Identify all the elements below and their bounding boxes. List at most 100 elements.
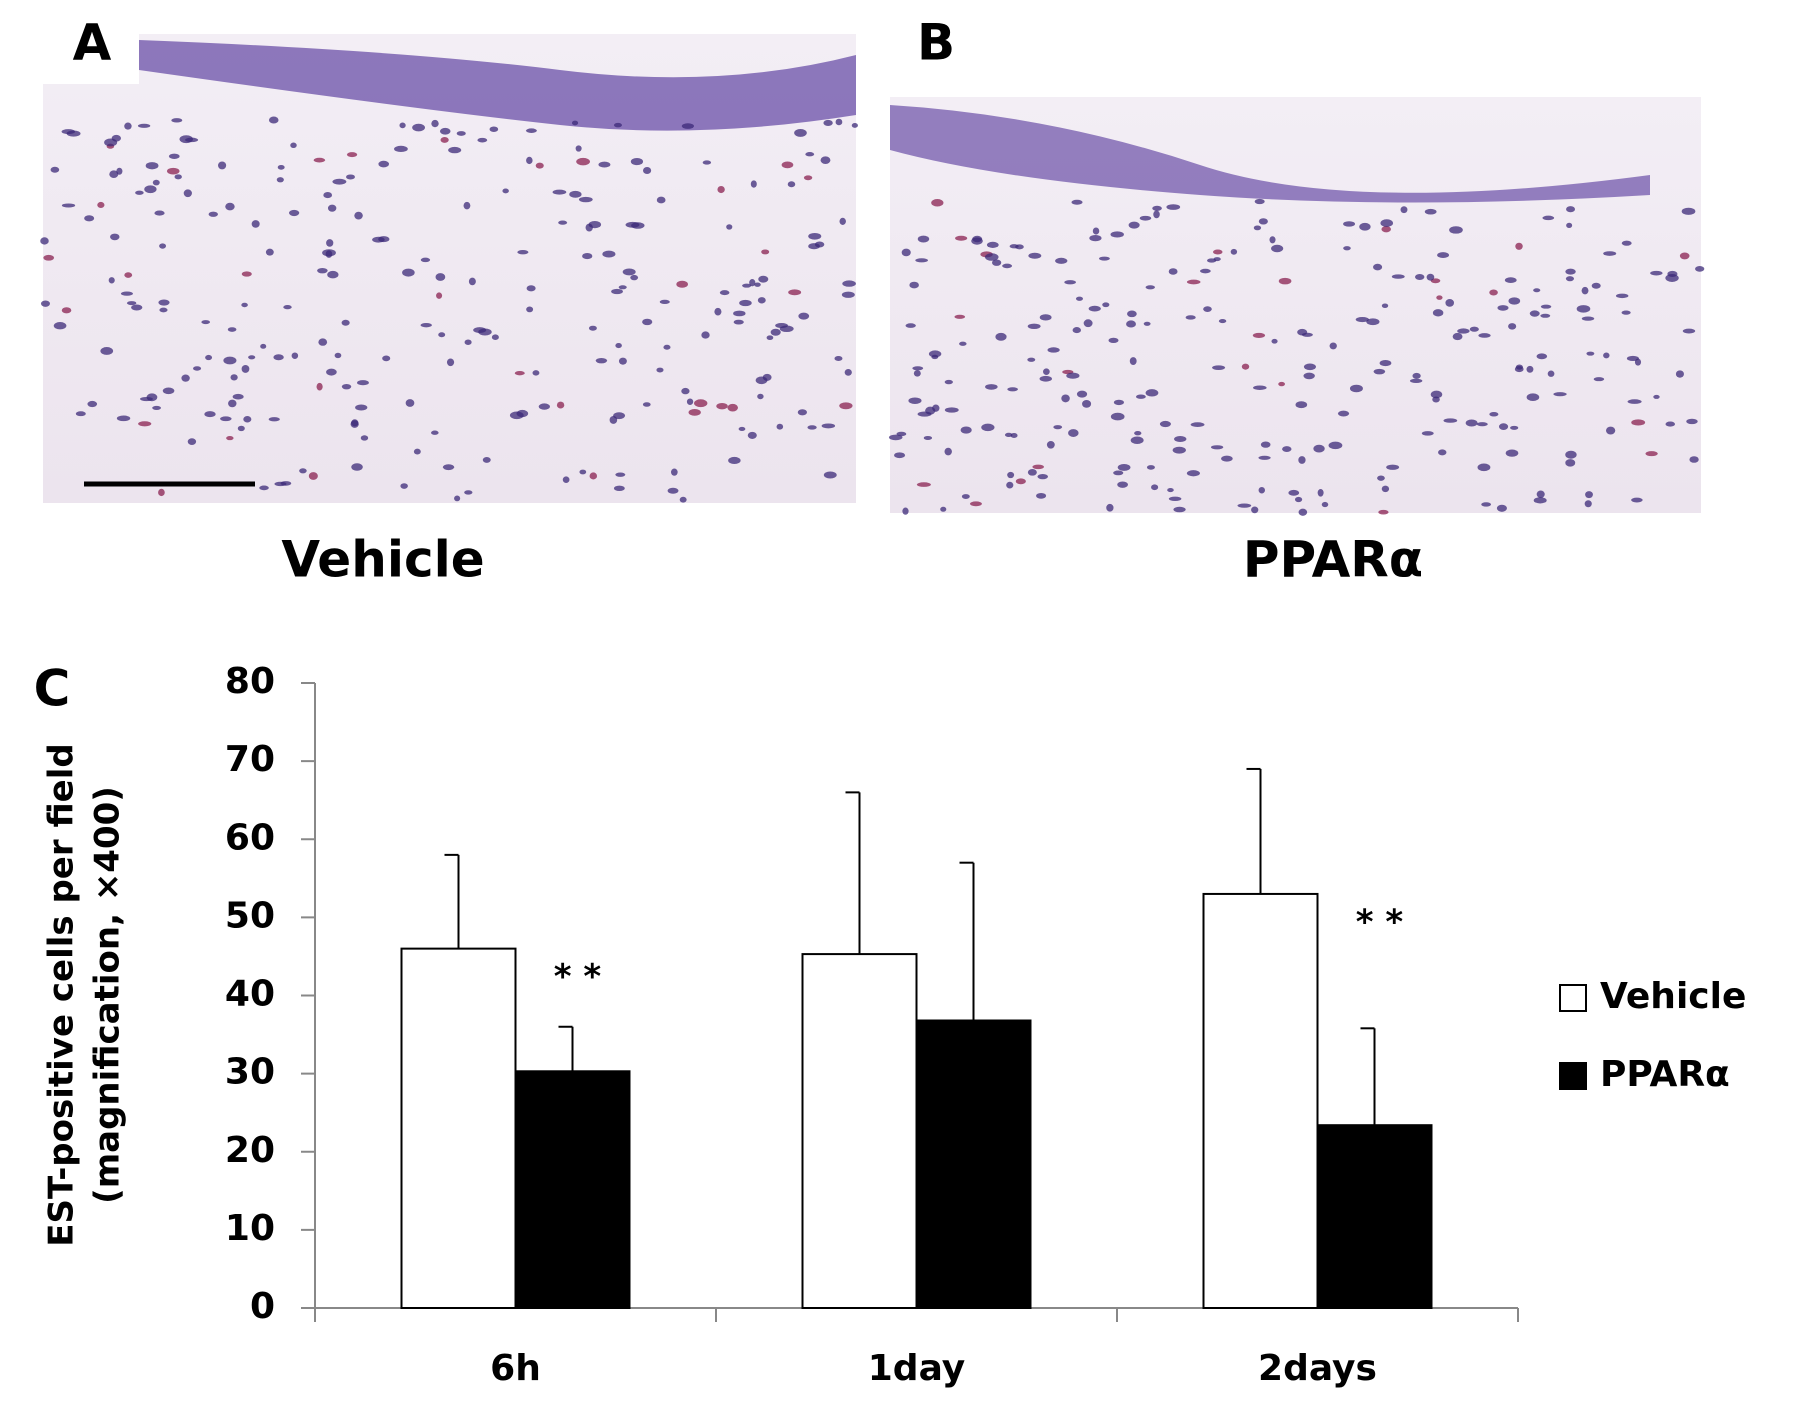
cell-nucleus [1303,372,1315,380]
cell-nucleus [1212,365,1226,371]
cell-nucleus [97,201,105,208]
cell-nucleus [578,196,593,203]
cell-nucleus [901,248,911,257]
cell-nucleus [193,366,202,371]
cell-nucleus [1542,215,1555,221]
cell-nucleus [1258,455,1271,460]
cell-nucleus [613,122,622,128]
cell-nucleus [525,128,537,133]
cell-nucleus [1317,488,1324,497]
cell-nucleus [289,209,300,217]
cell-nucleus [1278,277,1292,285]
cell-nucleus [1151,484,1159,491]
caption: Vehicle [281,531,484,589]
cell-nucleus [104,138,118,147]
cell-nucleus [1258,486,1265,494]
cell-nucleus [131,304,143,311]
cell-nucleus [750,180,757,188]
cell-nucleus [350,420,359,428]
cell-nucleus [916,482,931,487]
cell-nucleus [1046,440,1055,449]
cell-nucleus [1145,389,1159,397]
cell-nucleus [354,211,363,220]
cell-nucleus [1565,459,1576,467]
cell-nucleus [355,404,368,411]
cell-nucleus [787,181,796,188]
cell-nucleus [1565,276,1574,282]
cell-nucleus [110,233,120,241]
cell-nucleus [1621,310,1631,315]
cell-nucleus [1146,465,1155,470]
cell-nucleus [277,164,285,170]
cell-nucleus [1565,450,1577,459]
cell-nucleus [749,279,756,287]
cell-nucleus [1686,418,1698,425]
cell-nucleus [276,177,284,183]
cell-nucleus [259,485,269,491]
cell-nucleus [124,272,133,278]
cell-nucleus [454,495,461,502]
cell-nucleus [332,178,347,185]
cell-nucleus [420,322,432,328]
cell-nucleus [326,239,334,247]
cell-nucleus [894,452,906,459]
cell-nucleus [137,123,151,128]
cell-nucleus [1072,327,1081,334]
cell-nucleus [208,211,218,217]
cell-nucleus [643,166,652,175]
cell-nucleus [1288,489,1300,496]
cell-nucleus [1689,456,1699,463]
cell-nucleus [823,471,837,479]
cell-nucleus [146,393,158,402]
cell-nucleus [299,468,307,474]
cell-nucleus [316,382,323,391]
cell-nucleus [431,119,439,128]
cell-nucleus [805,152,815,157]
cell-nucleus [1529,310,1540,317]
cell-nucleus [1066,372,1080,379]
y-tick-label: 40 [225,974,275,1015]
cell-nucleus [851,122,858,128]
cell-nucleus [1591,282,1601,289]
cell-nucleus [61,307,72,314]
cell-nucleus [1032,464,1045,470]
cell-nucleus [230,374,238,381]
cell-nucleus [701,331,710,339]
cell-nucleus [1082,399,1092,408]
cell-nucleus [1083,319,1093,328]
cell-nucleus [538,403,550,410]
cell-nucleus [754,282,761,287]
cell-nucleus [589,472,598,480]
cell-nucleus [1449,226,1463,234]
cell-nucleus [823,119,833,127]
cell-nucleus [1665,274,1679,282]
cell-nucleus [1028,252,1042,259]
cell-nucleus [908,397,922,404]
cell-nucleus [944,447,952,456]
cell-nucleus [1432,396,1440,403]
cell-nucleus [1145,285,1155,290]
cell-nucleus [1117,464,1131,471]
cell-nucleus [1168,496,1182,501]
cell-nucleus [1015,478,1026,485]
cell-nucleus [1627,399,1642,404]
cell-nucleus [66,130,81,137]
cell-nucleus [642,318,653,326]
cell-nucleus [456,131,466,136]
cell-nucleus [1039,375,1052,382]
cell-nucleus [223,356,237,365]
cell-nucleus [322,249,336,257]
y-tick-label: 0 [250,1286,275,1327]
cell-nucleus [152,179,160,186]
cell-nucleus [1443,418,1458,423]
cell-nucleus [902,507,909,515]
cell-nucleus [905,323,916,328]
cell-nucleus [1321,501,1329,508]
cell-nucleus [144,185,157,194]
cell-nucleus [630,158,644,166]
cell-nucleus [1006,481,1014,489]
cell-nucleus [1047,347,1060,353]
cell-nucleus [1092,227,1100,235]
cell-nucleus [842,280,856,287]
cell-nucleus [1130,436,1144,445]
